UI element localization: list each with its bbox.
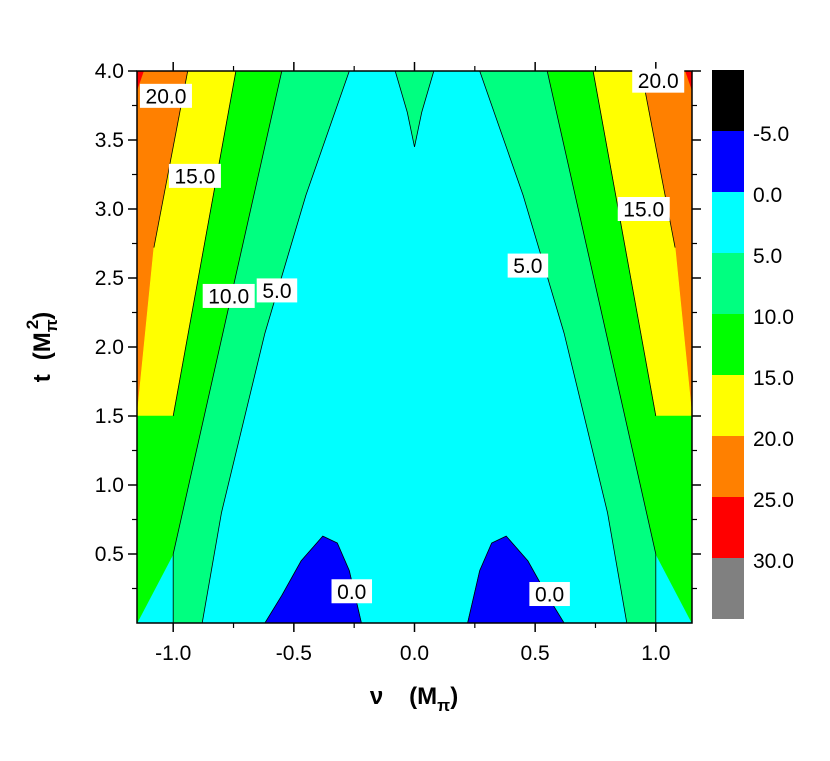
legend-swatch xyxy=(712,70,744,131)
x-axis: -1.0 -0.5 0.0 0.5 1.0 xyxy=(155,62,670,665)
contour-label-box xyxy=(331,579,373,604)
legend-swatch xyxy=(712,192,744,253)
contour-line-10 xyxy=(546,71,657,623)
y-tick-label: 2.5 xyxy=(95,267,124,290)
legend-label: 5.0 xyxy=(753,245,782,268)
legend-swatch xyxy=(712,558,744,619)
legend-label: 20.0 xyxy=(753,428,794,451)
x-axis-title-paren-close: ) xyxy=(450,683,458,710)
x-axis-title: ν (Mπ) xyxy=(370,683,458,715)
legend-swatch xyxy=(712,436,744,497)
contour-line-5 xyxy=(201,71,350,623)
x-axis-title-paren-open: ( xyxy=(409,683,417,710)
contour-label: 20.0 xyxy=(146,85,187,108)
y-axis-title: t (Mπ2) xyxy=(23,312,61,382)
contour-line-5 xyxy=(394,71,435,147)
contour-regions xyxy=(137,71,692,623)
y-axis-title-paren-close: ) xyxy=(29,312,56,320)
contour-label: 5.0 xyxy=(262,280,291,303)
x-tick-label: 1.0 xyxy=(641,642,670,665)
contour-label: 15.0 xyxy=(174,165,215,188)
contour-label-box xyxy=(529,582,570,607)
y-tick-label: 1.5 xyxy=(95,405,124,428)
y-tick-label: 2.0 xyxy=(95,336,124,359)
contour-label: 5.0 xyxy=(513,255,542,278)
legend-label: 0.0 xyxy=(753,184,782,207)
contour-label: 15.0 xyxy=(623,199,664,222)
y-tick-label: 0.5 xyxy=(95,543,124,566)
y-axis-title-unit-sub: π xyxy=(42,319,61,332)
x-axis-title-unit-sub: π xyxy=(437,696,450,715)
contour-label-box xyxy=(632,68,685,93)
contour-line-15 xyxy=(592,71,657,417)
y-axis: 0.5 1.0 1.5 2.0 2.5 3.0 3.5 4.0 xyxy=(95,60,701,590)
x-axis-title-main: ν xyxy=(370,683,383,710)
contour-label-box xyxy=(617,197,670,221)
legend-swatch xyxy=(712,375,744,436)
legend-label: 25.0 xyxy=(753,489,794,512)
contour-line-10 xyxy=(172,71,283,623)
y-axis-title-unit: M xyxy=(29,332,56,352)
y-tick-label: 1.0 xyxy=(95,474,124,497)
legend-swatch xyxy=(712,314,744,375)
legend-label: 15.0 xyxy=(753,367,794,390)
y-axis-title-paren-open: ( xyxy=(29,352,56,360)
contour-label: 0.0 xyxy=(535,584,564,607)
legend-label: 30.0 xyxy=(753,550,794,573)
color-legend: -5.0 0.0 5.0 10.0 15.0 20.0 25.0 30.0 xyxy=(712,70,794,619)
y-axis-title-unit-sup: 2 xyxy=(23,320,42,329)
legend-swatch xyxy=(712,131,744,192)
contour-label-box xyxy=(139,83,192,108)
contour-label: 0.0 xyxy=(337,581,366,604)
contour-line-0 xyxy=(264,535,362,623)
legend-swatch xyxy=(712,497,744,558)
legend-label: 10.0 xyxy=(753,306,794,329)
x-tick-label: -1.0 xyxy=(155,642,191,665)
legend-label: -5.0 xyxy=(753,123,789,146)
contour-labels: 20.0 15.0 10.0 5.0 5.0 15.0 20.0 0.0 0.0 xyxy=(139,68,685,607)
contour-label-box xyxy=(507,253,549,278)
contour-line-5 xyxy=(479,71,628,623)
contour-label: 20.0 xyxy=(638,70,679,93)
x-axis-title-unit: M xyxy=(417,683,437,710)
y-tick-label: 3.0 xyxy=(95,198,124,221)
x-tick-label: -0.5 xyxy=(276,642,312,665)
contour-line-15 xyxy=(172,71,237,417)
contour-label: 10.0 xyxy=(208,285,249,308)
x-tick-label: 0.0 xyxy=(400,642,429,665)
legend-swatch xyxy=(712,253,744,314)
contour-label-box xyxy=(202,283,255,308)
contour-label-box xyxy=(168,163,221,188)
y-axis-title-main: t xyxy=(29,374,56,382)
x-tick-label: 0.5 xyxy=(521,642,550,665)
contour-label-box xyxy=(256,278,298,303)
y-tick-label: 4.0 xyxy=(95,60,124,83)
y-tick-label: 3.5 xyxy=(95,129,124,152)
